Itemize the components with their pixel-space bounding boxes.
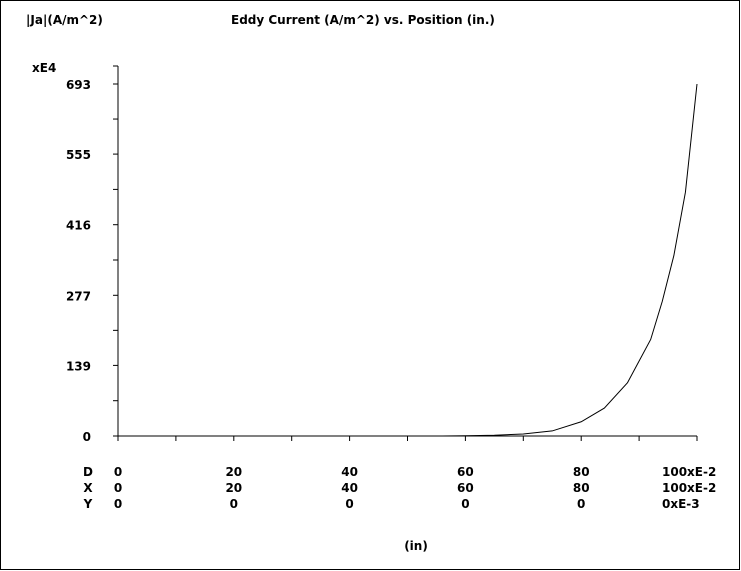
series-line: [118, 83, 698, 437]
x-tick-label: 40: [341, 465, 358, 479]
x-row-name: X: [83, 481, 93, 495]
x-tick-label: 40: [341, 481, 358, 495]
x-tick-label: 20: [225, 465, 242, 479]
x-tick-label: 0: [114, 481, 122, 495]
x-tick-label: 0: [230, 497, 238, 511]
y-tick-label: 277: [66, 289, 91, 303]
x-tick-label: 0: [577, 497, 585, 511]
y-tick-label: 139: [66, 359, 91, 373]
x-tick-label: 0: [114, 497, 122, 511]
y-tick-label: 416: [66, 219, 91, 233]
x-tick-label: 20: [225, 481, 242, 495]
x-tick-label: 100xE-2: [662, 481, 716, 495]
x-tick-label: 80: [573, 465, 590, 479]
x-tick-label: 60: [457, 481, 474, 495]
x-tick-label: 0: [345, 497, 353, 511]
y-multiplier-label: xE4: [32, 61, 56, 75]
x-tick-label: 80: [573, 481, 590, 495]
x-tick-label: 0: [114, 465, 122, 479]
y-axis-title: |Ja|(A/m^2): [26, 13, 103, 27]
x-row-name: D: [83, 465, 93, 479]
chart-title: Eddy Current (A/m^2) vs. Position (in.): [231, 13, 495, 27]
x-tick-label: 0xE-3: [662, 497, 700, 511]
y-tick-label: 0: [83, 430, 91, 444]
x-axis-title: (in): [404, 539, 428, 553]
y-tick-label: 555: [66, 148, 91, 162]
x-tick-label: 100xE-2: [662, 465, 716, 479]
x-tick-label: 60: [457, 465, 474, 479]
x-row-name: Y: [83, 497, 93, 511]
y-tick-label: 693: [66, 78, 91, 92]
x-tick-label: 0: [461, 497, 469, 511]
